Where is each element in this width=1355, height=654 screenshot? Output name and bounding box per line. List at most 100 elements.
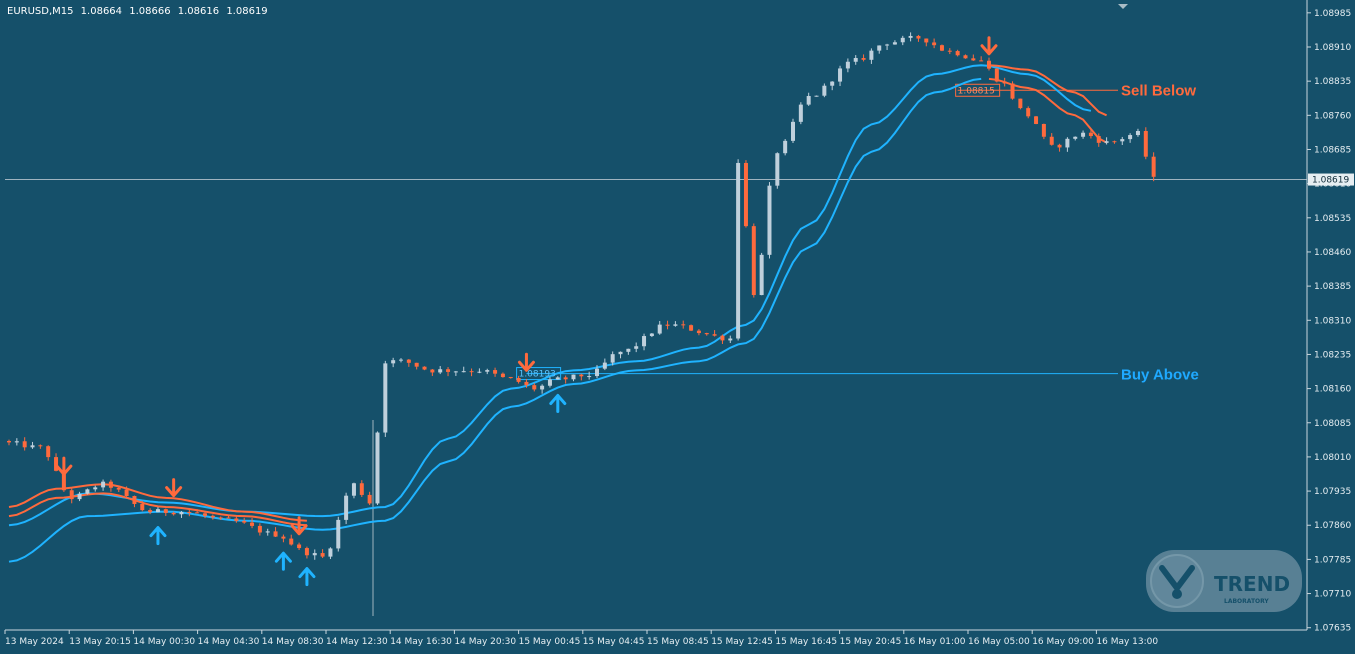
candle-body <box>242 520 247 523</box>
candle-body <box>916 35 921 39</box>
candle-body <box>681 324 686 326</box>
y-tick-label: 1.07635 <box>1314 624 1351 634</box>
buy-arrow-icon <box>274 551 292 571</box>
candle-body <box>14 441 19 443</box>
candle-body <box>665 324 670 326</box>
candle-body <box>124 489 129 497</box>
candle-body <box>477 371 482 373</box>
candle-body <box>508 377 513 379</box>
candle-body <box>712 334 717 336</box>
buy-above-label: Buy Above <box>1121 367 1199 384</box>
candle-body <box>696 330 701 334</box>
candle-body <box>61 470 66 491</box>
candle-body <box>163 509 168 513</box>
x-tick-label: 14 May 20:30 <box>454 637 516 647</box>
low-value: 1.08616 <box>177 6 220 17</box>
candle-body <box>500 373 505 378</box>
x-tick-label: 15 May 20:45 <box>840 637 902 647</box>
y-tick-label: 1.08235 <box>1314 350 1351 360</box>
candle-body <box>1065 138 1070 148</box>
candle-body <box>1104 141 1109 143</box>
high-value: 1.08666 <box>129 6 171 17</box>
candle-body <box>720 335 725 341</box>
x-tick-label: 14 May 12:30 <box>326 637 388 647</box>
candle-body <box>38 445 43 447</box>
x-tick-label: 14 May 16:30 <box>390 637 452 647</box>
candle-body <box>297 544 302 549</box>
buy-arrow-icon <box>149 526 167 546</box>
candle-body <box>218 517 223 519</box>
candle-body <box>649 333 654 337</box>
candle-body <box>885 44 890 46</box>
candle-body <box>994 68 999 82</box>
open-value: 1.08664 <box>80 6 123 17</box>
axis-layer: 1.08985 1.08910 1.08835 1.08760 1.08685 1.086… <box>4 0 1354 647</box>
candle-body <box>116 487 121 490</box>
candle-body <box>798 104 803 122</box>
sell-band2-upper-line <box>988 64 1108 117</box>
candle-body <box>289 538 294 545</box>
candle-body <box>312 553 317 556</box>
shift-marker-icon[interactable] <box>1118 4 1128 9</box>
y-tick-label: 1.08310 <box>1314 316 1351 326</box>
candle-body <box>1041 123 1046 137</box>
candle-body <box>1143 131 1148 157</box>
candle-body <box>406 359 411 363</box>
candle-body <box>892 42 897 45</box>
candle-body <box>751 226 756 296</box>
sell-arrow-icon <box>290 516 308 536</box>
candle-body <box>924 38 929 43</box>
y-tick-label: 1.08760 <box>1314 111 1351 121</box>
candle-body <box>673 324 678 326</box>
sell-arrow-icon <box>517 352 535 372</box>
candle-body <box>516 378 521 382</box>
candle-body <box>1049 136 1054 145</box>
candle-body <box>108 481 113 488</box>
candle-body <box>77 493 82 500</box>
buy-arrow-icon <box>549 393 567 413</box>
candle-body <box>1151 156 1156 177</box>
symbol-header: EURUSD,M15 1.08664 1.08666 1.08616 1.086… <box>7 6 272 17</box>
candle-body <box>336 519 341 549</box>
candle-body <box>532 385 537 390</box>
candle-body <box>775 153 780 186</box>
candle-body <box>814 95 819 97</box>
candle-body <box>93 487 98 490</box>
x-tick-label: 16 May 01:00 <box>904 637 966 647</box>
candle-body <box>250 522 255 526</box>
logo-sub: LABORATORY <box>1224 598 1269 605</box>
candle-body <box>351 483 356 496</box>
sell-level-label: 1.08815 <box>958 86 995 96</box>
y-tick-label: 1.08685 <box>1314 145 1351 155</box>
candle-body <box>822 85 827 96</box>
candle-body <box>469 371 474 373</box>
candle-body <box>7 440 11 443</box>
candle-body <box>399 359 403 361</box>
x-tick-label: 15 May 08:45 <box>647 637 709 647</box>
close-value: 1.08619 <box>226 6 268 17</box>
y-tick-label: 1.07785 <box>1314 555 1351 565</box>
x-tick-label: 16 May 09:00 <box>1032 637 1094 647</box>
candle-body <box>555 377 560 380</box>
candle-body <box>320 553 325 557</box>
y-tick-label: 1.07935 <box>1314 487 1351 497</box>
candle-body <box>367 494 372 504</box>
sell-level-box <box>955 83 1001 97</box>
candle-body <box>955 51 960 56</box>
candle-body <box>1026 108 1031 117</box>
candle-body <box>304 548 309 556</box>
candle-body <box>265 531 270 533</box>
candle-body <box>54 457 59 471</box>
logo-word: TREND <box>1214 572 1290 596</box>
sell-band2-lower-line <box>988 77 1108 144</box>
y-tick-label: 1.08010 <box>1314 453 1351 463</box>
sell-arrow-icon <box>55 456 73 476</box>
candle-body <box>861 58 866 60</box>
x-tick-label: 16 May 05:00 <box>968 637 1030 647</box>
y-tick-label: 1.07860 <box>1314 521 1351 531</box>
candle-body <box>414 362 419 367</box>
candle-body <box>767 185 772 255</box>
candle-body <box>132 496 137 505</box>
